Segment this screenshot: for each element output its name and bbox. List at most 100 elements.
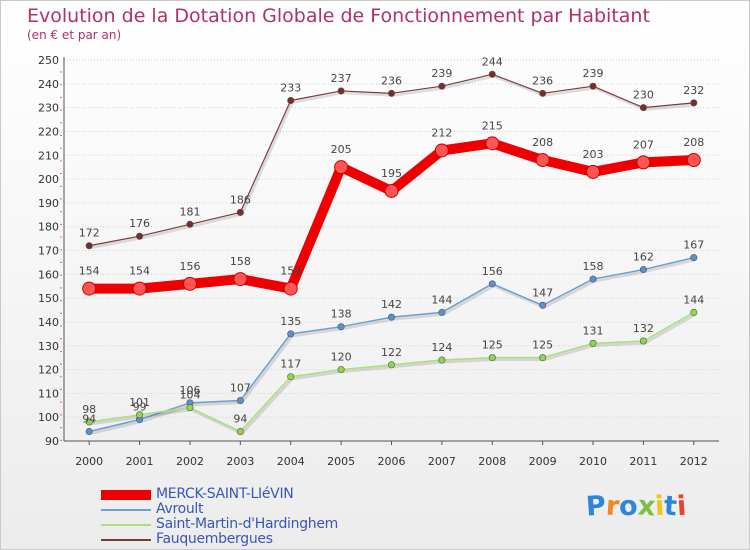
point-fauquembergues-2001 [136,232,144,240]
point-fauquembergues-2004 [287,96,295,104]
legend-label-fauquembergues: Fauquembergues [156,531,273,547]
data-label-saint-martin-2010: 131 [583,324,604,337]
point-avroult-2011 [639,266,647,274]
point-avroult-2008 [488,280,496,288]
data-label-merck-2001: 154 [129,265,150,278]
point-merck-2004 [283,281,298,296]
data-label-merck-2005: 205 [331,143,352,156]
point-merck-2010 [586,164,601,179]
data-label-fauquembergues-2009: 236 [532,74,553,87]
legend-swatch-avroult [101,508,151,511]
point-fauquembergues-2012 [690,99,698,107]
point-fauquembergues-2011 [639,104,647,112]
data-label-saint-martin-2007: 124 [431,341,452,354]
data-label-fauquembergues-2000: 172 [79,227,100,240]
point-fauquembergues-2003 [236,208,244,216]
y-tick-label-180: 180 [38,221,59,234]
point-merck-2001 [132,281,147,296]
data-label-fauquembergues-2008: 244 [482,55,503,68]
data-label-saint-martin-2012: 144 [683,293,704,306]
data-label-saint-martin-2001: 101 [129,396,150,409]
y-tick-label-100: 100 [38,411,59,424]
data-label-fauquembergues-2002: 181 [179,205,200,218]
y-tick-label-240: 240 [38,78,59,91]
point-merck-2005 [334,160,349,175]
point-fauquembergues-2006 [387,89,395,97]
data-label-saint-martin-2000: 98 [82,403,96,416]
x-tick-label-2011: 2011 [629,455,657,468]
point-saint-martin-2009 [539,354,547,362]
chart-title: Evolution de la Dotation Globale de Fonc… [27,5,650,27]
y-tick-label-220: 220 [38,125,59,138]
point-merck-2012 [686,153,701,168]
legend-swatch-saint-martin [101,523,151,526]
data-label-avroult-2006: 142 [381,298,402,311]
data-label-saint-martin-2008: 125 [482,339,503,352]
data-label-fauquembergues-2004: 233 [280,81,301,94]
legend-swatch-fauquembergues [101,538,151,541]
series-shadow-saint-martin [90,313,697,436]
x-tick-label-2002: 2002 [176,455,204,468]
point-avroult-2010 [589,275,597,283]
x-tick-label-2006: 2006 [378,455,406,468]
point-merck-2003 [233,272,248,287]
logo-letter: o [618,490,639,523]
point-merck-2006 [384,183,399,198]
proxiti-logo: Proxiti [585,490,688,523]
point-fauquembergues-2000 [85,242,93,250]
x-tick-label-2001: 2001 [126,455,154,468]
data-label-merck-2008: 215 [482,119,503,132]
data-label-saint-martin-2003: 94 [233,412,247,425]
x-tick-label-2012: 2012 [680,455,708,468]
y-tick-label-150: 150 [38,292,59,305]
point-saint-martin-2005 [337,366,345,374]
data-label-merck-2002: 156 [179,260,200,273]
legend-swatch-merck [101,489,151,500]
legend-label-saint-martin: Saint-Martin-d'Hardinghem [156,516,338,532]
point-fauquembergues-2010 [589,82,597,90]
x-tick-label-2010: 2010 [579,455,607,468]
data-label-avroult-2002: 106 [179,384,200,397]
point-saint-martin-2000 [85,418,93,426]
point-saint-martin-2007 [438,356,446,364]
y-tick-label-110: 110 [38,387,59,400]
point-avroult-2000 [85,427,93,435]
point-merck-2000 [82,281,97,296]
x-tick-label-2007: 2007 [428,455,456,468]
point-merck-2002 [182,276,197,291]
data-label-saint-martin-2006: 122 [381,346,402,359]
data-label-saint-martin-2009: 125 [532,339,553,352]
data-label-merck-2006: 195 [381,167,402,180]
y-tick-label-190: 190 [38,197,59,210]
point-saint-martin-2004 [287,373,295,381]
point-fauquembergues-2005 [337,87,345,95]
x-tick-label-2004: 2004 [277,455,305,468]
data-label-merck-2012: 208 [683,136,704,149]
point-merck-2011 [636,155,651,170]
y-tick-label-170: 170 [38,245,59,258]
data-label-avroult-2012: 167 [683,239,704,252]
point-fauquembergues-2007 [438,82,446,90]
point-avroult-2004 [287,330,295,338]
data-label-saint-martin-2002: 104 [179,389,200,402]
y-tick-label-160: 160 [38,268,59,281]
point-saint-martin-2006 [387,361,395,369]
point-saint-martin-2002 [186,404,194,412]
data-label-avroult-2007: 144 [431,293,452,306]
data-label-fauquembergues-2011: 230 [633,89,654,102]
data-label-fauquembergues-2010: 239 [583,67,604,80]
point-fauquembergues-2009 [539,89,547,97]
y-tick-label-130: 130 [38,340,59,353]
data-label-saint-martin-2005: 120 [331,351,352,364]
y-tick-label-200: 200 [38,173,59,186]
y-tick-label-90: 90 [45,435,59,448]
x-tick-label-2003: 2003 [226,455,254,468]
data-label-merck-2011: 207 [633,138,654,151]
point-avroult-2006 [387,313,395,321]
point-avroult-2012 [690,254,698,262]
series-shadow-fauquembergues [90,74,696,250]
point-merck-2009 [535,153,550,168]
data-label-merck-2004: 154 [280,265,301,278]
